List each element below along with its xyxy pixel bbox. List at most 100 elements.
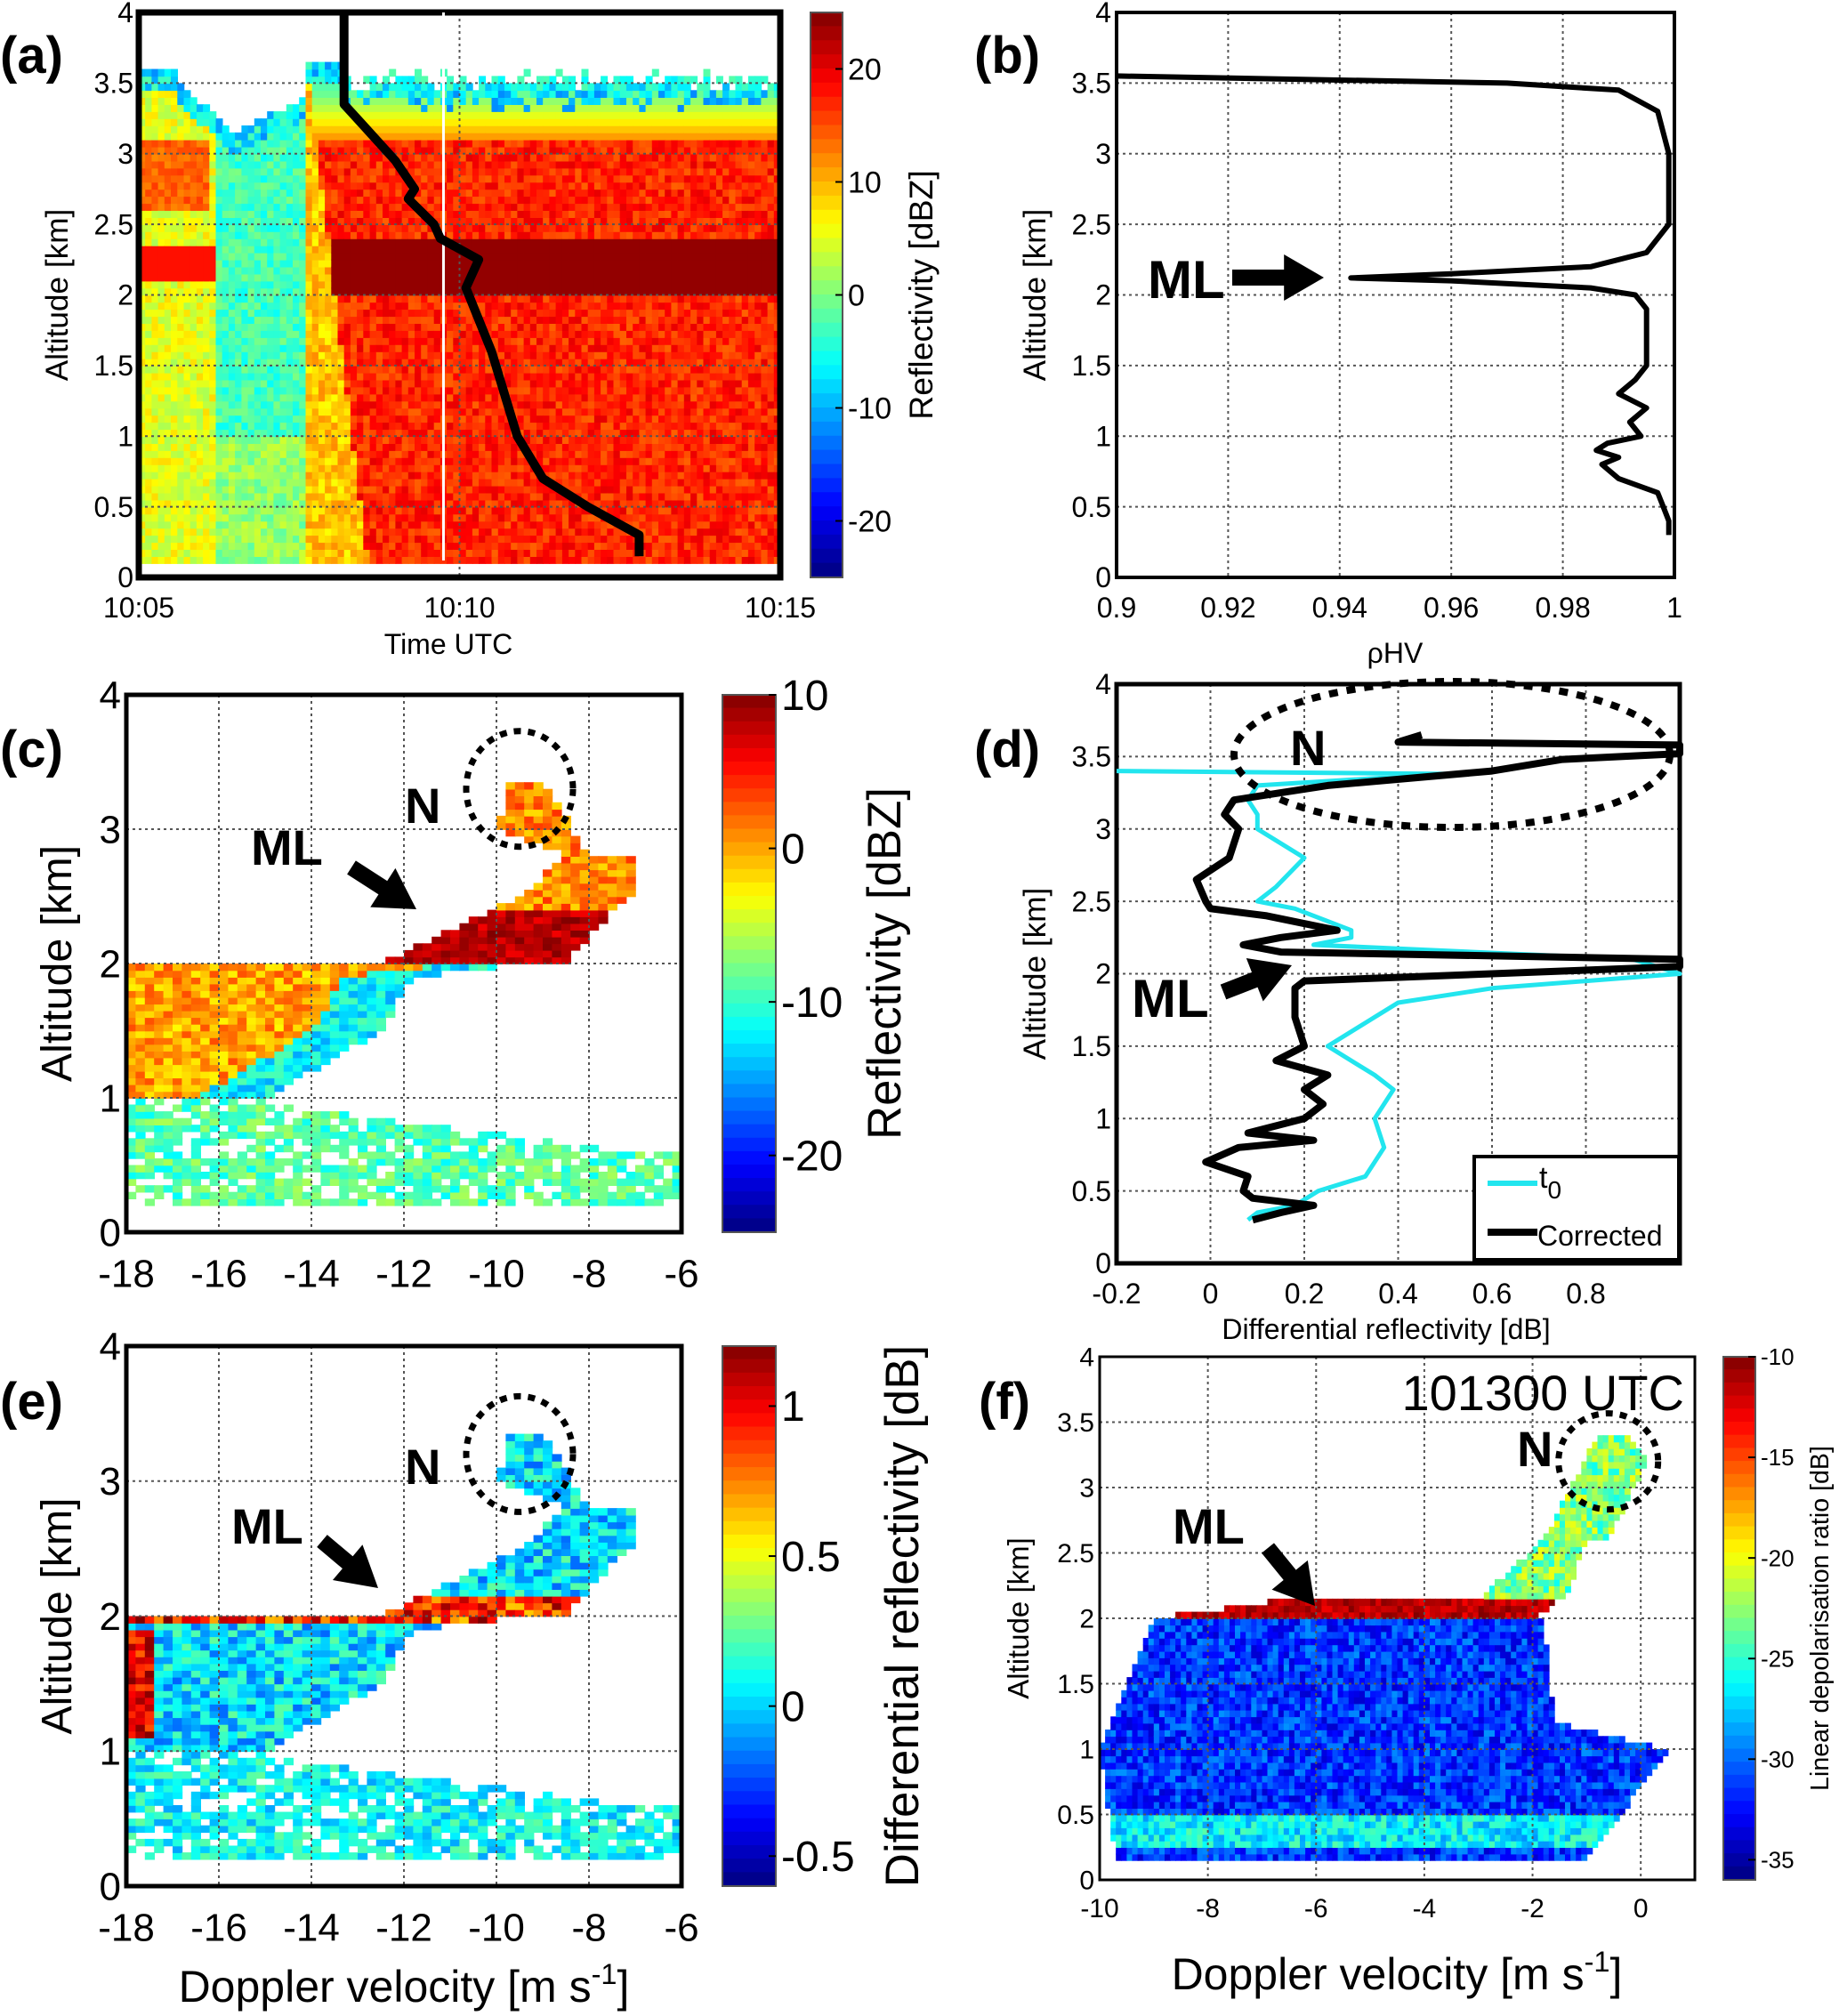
heatmap-cell <box>261 294 268 303</box>
heatmap-cell <box>350 471 358 480</box>
heatmap-cell <box>479 365 487 374</box>
heatmap-cell <box>407 245 415 254</box>
heatmap-cell <box>177 407 185 416</box>
heatmap-cell <box>145 478 153 487</box>
heatmap-cell <box>261 506 268 515</box>
heatmap-a <box>139 61 781 564</box>
heatmap-cell <box>145 407 153 416</box>
heatmap-cell <box>536 224 544 232</box>
heatmap-cell <box>593 153 601 162</box>
heatmap-cell <box>254 506 262 515</box>
heatmap-cell <box>549 146 557 155</box>
heatmap-cell <box>247 167 255 176</box>
heatmap-cell <box>267 309 275 318</box>
heatmap-cell <box>491 499 499 508</box>
heatmap-cell <box>497 443 505 451</box>
heatmap-cell <box>337 436 345 444</box>
heatmap-cell <box>235 174 243 183</box>
heatmap-cell <box>369 273 377 282</box>
heatmap-cell <box>415 528 422 536</box>
heatmap-cell <box>453 485 461 494</box>
heatmap-cell <box>491 245 499 254</box>
heatmap-cell <box>235 302 243 310</box>
heatmap-cell <box>293 245 300 254</box>
heatmap-cell <box>569 535 577 544</box>
heatmap-cell <box>190 386 198 395</box>
heatmap-cell <box>209 542 217 550</box>
heatmap-cell <box>465 429 473 437</box>
heatmap-cell <box>369 372 377 381</box>
heatmap-cell <box>555 450 563 458</box>
heatmap-cell <box>485 535 493 544</box>
heatmap-cell <box>607 386 615 395</box>
heatmap-cell <box>369 83 377 92</box>
heatmap-cell <box>504 337 512 345</box>
heatmap-cell <box>395 323 403 331</box>
heatmap-cell <box>427 506 435 515</box>
heatmap-cell <box>523 478 531 487</box>
heatmap-cell <box>235 393 243 402</box>
heatmap-cell <box>318 287 326 296</box>
heatmap-cell <box>395 471 403 480</box>
heatmap-cell <box>241 181 249 190</box>
heatmap-cell <box>164 457 172 465</box>
heatmap-cell <box>581 132 589 141</box>
heatmap-cell <box>555 528 563 536</box>
heatmap-cell <box>427 266 435 275</box>
heatmap-cell <box>267 245 275 254</box>
heatmap-cell <box>497 217 505 225</box>
heatmap-cell <box>575 231 583 239</box>
heatmap-cell <box>171 224 178 232</box>
heatmap-cell <box>511 111 519 119</box>
heatmap-cell <box>465 181 473 190</box>
heatmap-cell <box>593 111 601 119</box>
heatmap-cell <box>209 478 217 487</box>
heatmap-cell <box>581 118 589 126</box>
heatmap-cell <box>581 97 589 105</box>
heatmap-cell <box>177 287 185 296</box>
heatmap-cell <box>607 302 615 310</box>
heatmap-cell <box>529 111 537 119</box>
heatmap-cell <box>561 429 569 437</box>
heatmap-cell <box>561 379 569 388</box>
heatmap-cell <box>151 457 159 465</box>
heatmap-cell <box>267 139 275 148</box>
heatmap-cell <box>299 379 307 388</box>
heatmap-cell <box>254 196 262 205</box>
heatmap-cell <box>293 294 300 303</box>
heatmap-cell <box>183 485 191 494</box>
heatmap-cell <box>581 478 589 487</box>
heatmap-cell <box>241 146 249 155</box>
heatmap-cell <box>267 506 275 515</box>
heatmap-cell <box>555 471 563 480</box>
heatmap-cell <box>157 379 165 388</box>
heatmap-cell <box>593 499 601 508</box>
heatmap-cell <box>196 104 204 112</box>
heatmap-cell <box>607 224 615 232</box>
heatmap-cell <box>389 111 397 119</box>
heatmap-cell <box>401 528 409 536</box>
heatmap-cell <box>407 294 415 303</box>
heatmap-cell <box>337 485 345 494</box>
heatmap-cell <box>164 273 172 282</box>
heatmap-cell <box>363 429 371 437</box>
heatmap-cell <box>286 238 294 246</box>
heatmap-cell <box>569 372 577 381</box>
heatmap-cell <box>517 280 525 289</box>
heatmap-cell <box>222 245 230 254</box>
heatmap-cell <box>401 323 409 331</box>
heatmap-cell <box>383 224 390 232</box>
heatmap-cell <box>427 407 435 416</box>
heatmap-cell <box>415 252 422 261</box>
heatmap-cell <box>254 167 262 176</box>
heatmap-cell <box>453 422 461 431</box>
heatmap-cell <box>607 160 615 169</box>
heatmap-cell <box>363 358 371 367</box>
heatmap-cell <box>523 224 531 232</box>
heatmap-cell <box>543 83 551 92</box>
heatmap-cell <box>357 181 365 190</box>
heatmap-cell <box>261 259 268 268</box>
heatmap-cell <box>421 139 429 148</box>
heatmap-cell <box>164 330 172 338</box>
heatmap-cell <box>383 386 390 395</box>
